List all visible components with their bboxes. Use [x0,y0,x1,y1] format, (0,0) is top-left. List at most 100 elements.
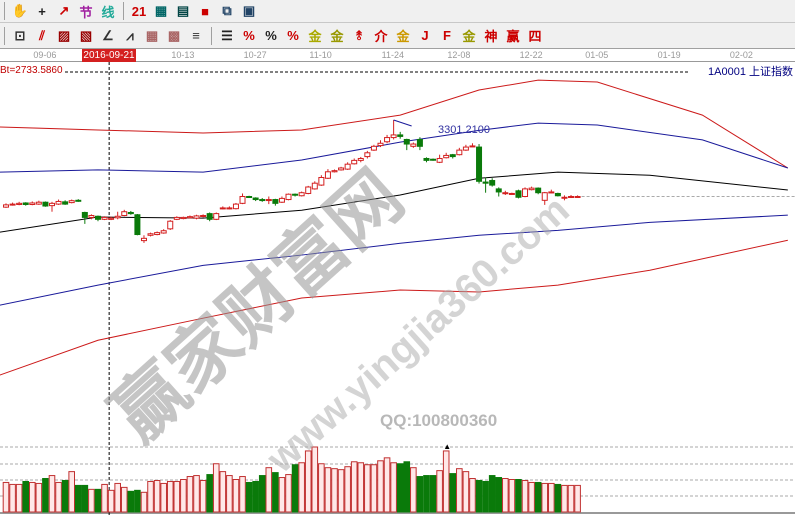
angle-icon[interactable]: ∠ [102,27,114,43]
volume-bar [166,480,174,513]
notes-icon[interactable]: ▤ [176,3,190,18]
axis-tick: 12-08 [447,50,471,60]
percent-line-icon[interactable]: % [243,28,255,43]
candle-up [548,191,555,194]
arrow-tool-icon[interactable]: ⥉ [355,27,363,43]
candle-up [186,216,193,219]
candle-up [88,215,95,218]
line-tool-icon[interactable]: ↗ [58,3,70,18]
volume-bar [337,469,345,513]
save-icon[interactable]: ■ [201,3,209,19]
gann-grid-icon[interactable]: ▧ [79,27,93,43]
candle-up [443,154,450,159]
candle-up [278,197,285,203]
volume-bar [383,457,391,513]
candle-up [436,157,443,163]
volume-bar [48,475,56,513]
zigzag-icon[interactable]: ⩘ [126,27,134,43]
candle-down [482,181,489,184]
volume-bar [396,463,404,513]
j-angle-icon[interactable]: J [421,28,429,43]
candle-down [94,215,101,220]
calculator-icon[interactable]: ▦ [154,3,168,18]
candle-up [318,176,325,186]
volume-bar [423,475,430,513]
fan-lines-icon[interactable]: ⫽ [39,27,45,43]
candle-up [239,196,246,204]
candle-up [357,157,364,161]
volume-bar [350,461,358,513]
network-icon[interactable]: ⧉ [222,3,232,18]
indicator-line-outer_band [0,239,788,376]
volume-bar [331,468,338,513]
candle-up [462,146,469,151]
hand-icon[interactable]: ✋ [11,3,29,18]
percent-icon[interactable]: % [265,28,277,43]
volume-bar [561,484,568,513]
volume-bar [449,473,457,513]
volume-bar [278,477,286,513]
tower-icon[interactable]: 介 [374,29,388,44]
candle-up [370,145,377,151]
four-angle-icon[interactable]: 四 [528,29,542,44]
candle-up [351,159,358,165]
volume-bar [107,489,115,513]
candle-up [219,207,226,210]
volume-bar [252,480,259,513]
grid-icon[interactable]: ▦ [145,27,159,43]
fibonacci-icon[interactable]: ☰ [221,27,233,43]
parallel-icon[interactable]: ≡ [192,28,200,43]
f-angle-icon[interactable]: F [443,28,451,43]
gann-box-icon[interactable]: ▨ [57,27,71,43]
volume-bar [272,472,279,513]
candle-up [108,217,115,220]
candle-down [206,213,213,220]
candle-down [246,196,253,199]
gold-circle-icon[interactable]: 金 [308,29,322,44]
volume-bar [265,467,273,513]
volume-bar [534,481,542,513]
pattern-icon[interactable]: 线 [101,4,115,20]
candle-down [430,158,437,161]
gold-angle-icon[interactable]: 金 [462,29,476,44]
candle-down [515,190,522,198]
watermark-qq: QQ:100800360 [380,411,498,430]
volume-bar [15,483,23,513]
printer-icon[interactable]: ▣ [242,3,256,18]
volume-bar [291,464,299,513]
kline-chart[interactable]: ▲ [0,62,795,515]
volume-bar [42,478,49,513]
volume-bar [456,468,463,513]
percent-bands-icon[interactable]: % [287,28,299,43]
gold-lines-icon[interactable]: 金 [330,29,344,44]
calendar-icon[interactable]: 21 [131,3,147,19]
candle-up [541,192,548,201]
candle-down [476,146,483,182]
crosshair-icon[interactable]: + [38,3,46,19]
volume-bar [2,481,10,513]
candle-up [140,237,147,242]
drawing-toolbar: ⊡ ⫽ ▨ ▧ ∠ ⩘ ▦ ▩ ≡ ☰%%% 金金 ⥉ 介金 J F 金神赢四 [0,23,795,49]
candle-up [265,199,272,202]
candle-up [173,216,180,220]
section-icon[interactable]: 节 [79,4,93,20]
grid2-icon[interactable]: ▩ [167,27,181,43]
ying-angle-icon[interactable]: 赢 [506,29,520,44]
axis-tick: 11-10 [309,50,332,60]
volume-bar [88,488,95,513]
shen-angle-icon[interactable]: 神 [484,29,498,44]
volume-bar [416,476,424,513]
candle-up [285,193,292,201]
volume-bar [403,461,411,513]
candle-down [416,138,423,147]
axis-tick: 09-06 [33,50,57,60]
candle-down [489,180,496,186]
period-icon[interactable]: ⊡ [14,27,26,43]
volume-bar [311,446,319,513]
candle-up [3,204,9,208]
volume-bar [508,479,516,513]
volume-bar [81,484,89,513]
volume-bar [258,475,266,513]
indicator-line-mid [0,171,788,233]
gold-ratio-icon[interactable]: 金 [396,29,410,44]
